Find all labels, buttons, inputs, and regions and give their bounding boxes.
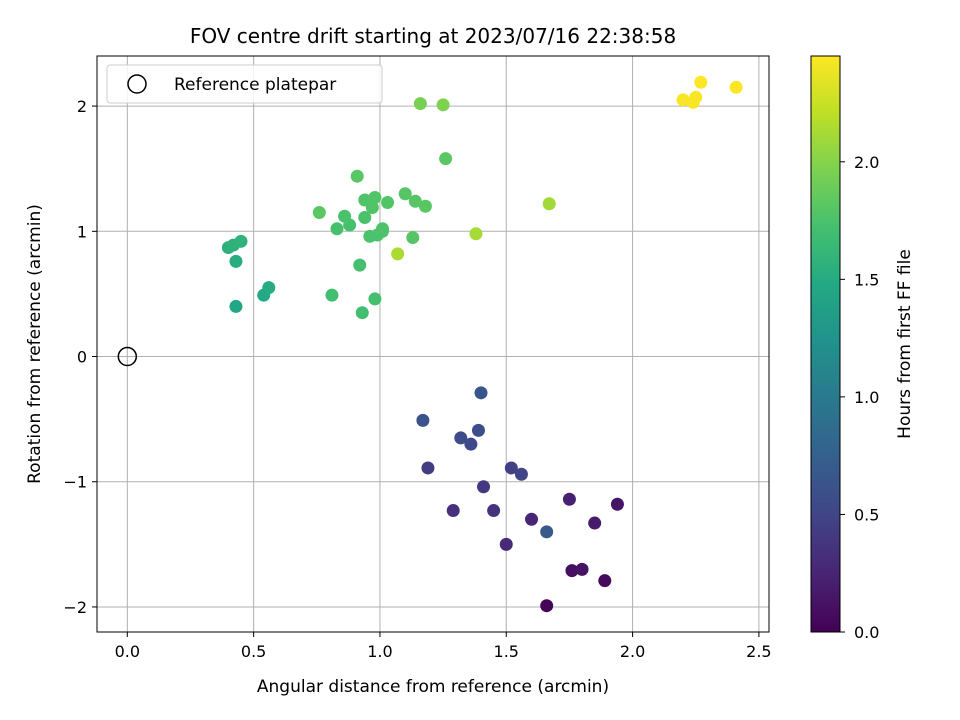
colorbar-tick-label: 0.0 [854, 623, 879, 642]
x-tick-label: 2.0 [620, 642, 645, 661]
scatter-point [262, 281, 276, 295]
colorbar: 0.0 0.5 1.0 1.5 2.0 Hours from first FF file [810, 55, 915, 642]
scatter-point [575, 562, 589, 576]
scatter-point [464, 437, 478, 451]
legend-entry-label: Reference platepar [174, 75, 336, 95]
scatter-point [454, 431, 468, 445]
x-tick-label: 2.5 [746, 642, 771, 661]
scatter-point [562, 492, 576, 506]
scatter-point [358, 193, 372, 207]
scatter-point [439, 152, 453, 166]
data-points [221, 75, 743, 613]
scatter-point [368, 190, 382, 204]
scatter-point [514, 467, 528, 481]
colorbar-tick-label: 1.0 [854, 388, 879, 407]
scatter-point [418, 199, 432, 213]
scatter-point [413, 97, 427, 111]
scatter-point [353, 258, 367, 272]
y-tick-label: 2 [77, 97, 87, 116]
scatter-point [729, 80, 743, 94]
scatter-point [325, 288, 339, 302]
x-tick-label: 0.0 [115, 642, 140, 661]
scatter-point [588, 516, 602, 530]
y-tick-label: 0 [77, 348, 87, 367]
scatter-point [229, 254, 243, 268]
scatter-point [471, 423, 485, 437]
legend: Reference platepar [106, 64, 383, 104]
y-axis-ticks: −2 −1 0 1 2 [63, 97, 97, 617]
plot-background [97, 56, 769, 632]
x-tick-label: 1.5 [494, 642, 519, 661]
scatter-point [338, 209, 352, 223]
scatter-point [330, 222, 344, 236]
scatter-point [469, 227, 483, 241]
reference-platepar-marker [117, 346, 138, 367]
x-axis-label: Angular distance from reference (arcmin) [257, 677, 609, 697]
scatter-point [504, 461, 518, 475]
x-tick-label: 0.5 [241, 642, 266, 661]
chart-title: FOV centre drift starting at 2023/07/16 … [190, 24, 676, 48]
y-tick-label: −1 [63, 473, 87, 492]
y-tick-label: 1 [77, 222, 87, 241]
scatter-point [525, 512, 539, 526]
colorbar-tick-label: 2.0 [854, 153, 879, 172]
colorbar-ticks: 0.0 0.5 1.0 1.5 2.0 [840, 153, 879, 642]
scatter-point [689, 90, 703, 104]
scatter-point [540, 599, 554, 613]
scatter-point [355, 306, 369, 320]
colorbar-tick-label: 1.5 [854, 270, 879, 289]
scatter-point [610, 497, 624, 511]
x-tick-label: 1.0 [367, 642, 392, 661]
scatter-point [446, 504, 460, 518]
scatter-point [391, 247, 405, 261]
plot-area: 0.0 0.5 1.0 1.5 2.0 2.5 −2 −1 0 1 2 [63, 55, 772, 661]
scatter-point [477, 480, 491, 494]
scatter-point [229, 299, 243, 313]
scatter-point [694, 75, 708, 89]
x-axis-ticks: 0.0 0.5 1.0 1.5 2.0 2.5 [115, 632, 772, 661]
plot-frame [96, 55, 770, 633]
legend-reference-marker [127, 74, 147, 94]
scatter-point [499, 537, 513, 551]
scatter-point [350, 169, 364, 183]
scatter-point [406, 231, 420, 245]
scatter-point [312, 206, 326, 220]
scatter-point [542, 197, 556, 211]
colorbar-gradient [810, 55, 841, 633]
scatter-point [421, 461, 435, 475]
scatter-point [398, 187, 412, 201]
scatter-point [540, 525, 554, 539]
scatter-point [375, 224, 389, 238]
colorbar-label: Hours from first FF file [895, 249, 915, 439]
y-axis-label: Rotation from reference (arcmin) [25, 204, 45, 484]
scatter-point [408, 194, 422, 208]
scatter-point [234, 234, 248, 248]
scatter-point [598, 574, 612, 588]
scatter-point [416, 413, 430, 427]
scatter-point [358, 211, 372, 225]
y-tick-label: −2 [63, 598, 87, 617]
scatter-point [368, 292, 382, 306]
grid [97, 56, 769, 632]
scatter-point [381, 196, 395, 210]
scatter-point [487, 504, 501, 518]
scatter-point [436, 98, 450, 112]
colorbar-tick-label: 0.5 [854, 505, 879, 524]
legend-box [106, 64, 383, 104]
scatter-point [474, 386, 488, 400]
scatter-point [565, 564, 579, 578]
scatter-point [676, 93, 690, 107]
